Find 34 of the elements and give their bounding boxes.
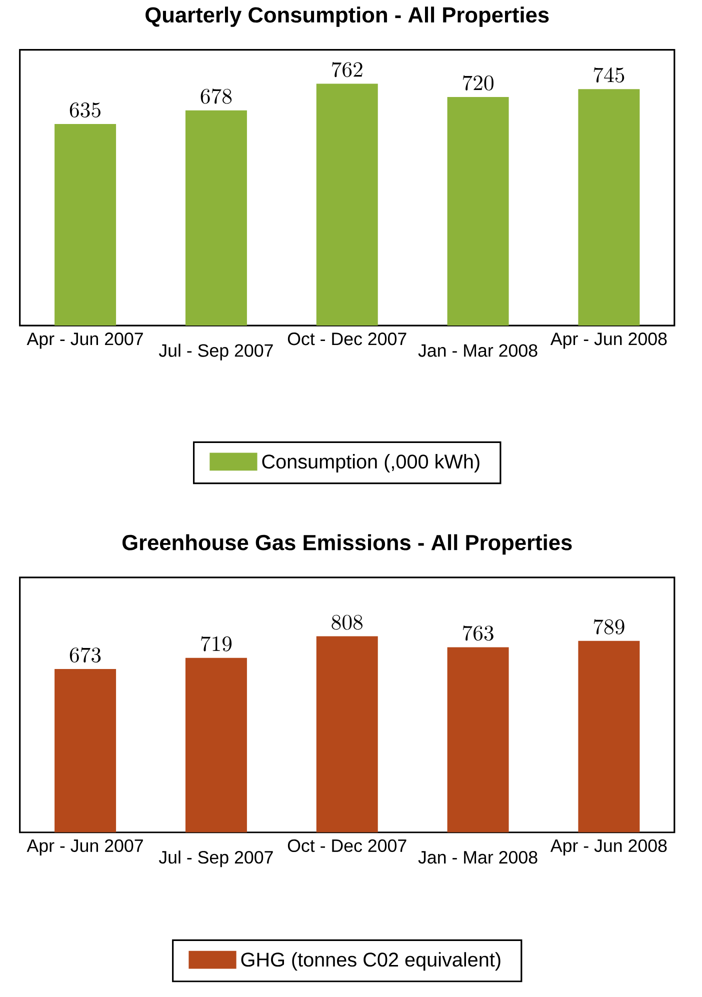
bar	[316, 636, 378, 832]
x-tick-label: Jan - Mar 2008	[418, 344, 538, 357]
data-label: 789	[594, 619, 624, 634]
bar	[578, 89, 640, 326]
bar	[54, 124, 116, 326]
data-label: 763	[462, 626, 494, 641]
bar	[578, 640, 640, 832]
x-tick-label: Apr - Jun 2007	[26, 332, 143, 349]
bar	[447, 97, 509, 326]
x-tick-label: Apr - Jun 2007	[26, 839, 143, 856]
data-label: 745	[594, 67, 624, 83]
x-tick-label: Oct - Dec 2007	[288, 332, 406, 346]
data-label: 762	[332, 62, 362, 78]
x-tick-label: Jul - Sep 2007	[158, 344, 273, 360]
data-label: 720	[462, 75, 494, 90]
legend-label: GHG (tonnes C02 equivalent)	[241, 952, 500, 971]
data-label: 635	[70, 102, 100, 118]
chart-title: Greenhouse Gas Emissions - All Properties	[122, 534, 572, 555]
x-tick-label: Jan - Mar 2008	[418, 850, 538, 864]
chart-title: Quarterly Consumption - All Properties	[145, 6, 549, 27]
data-label: 808	[332, 614, 362, 630]
legend-label: Consumption (,000 kWh)	[262, 454, 480, 473]
bar	[185, 110, 247, 326]
bar	[447, 647, 509, 832]
bar	[316, 84, 378, 326]
data-label: 678	[200, 88, 232, 104]
bar	[185, 658, 247, 832]
data-label: 673	[70, 647, 101, 663]
data-label: 719	[201, 636, 232, 652]
x-tick-label: Jul - Sep 2007	[158, 850, 273, 868]
bar	[54, 669, 116, 832]
x-tick-label: Oct - Dec 2007	[288, 839, 406, 852]
x-tick-label: Apr - Jun 2008	[550, 332, 667, 349]
x-tick-label: Apr - Jun 2008	[550, 839, 667, 856]
